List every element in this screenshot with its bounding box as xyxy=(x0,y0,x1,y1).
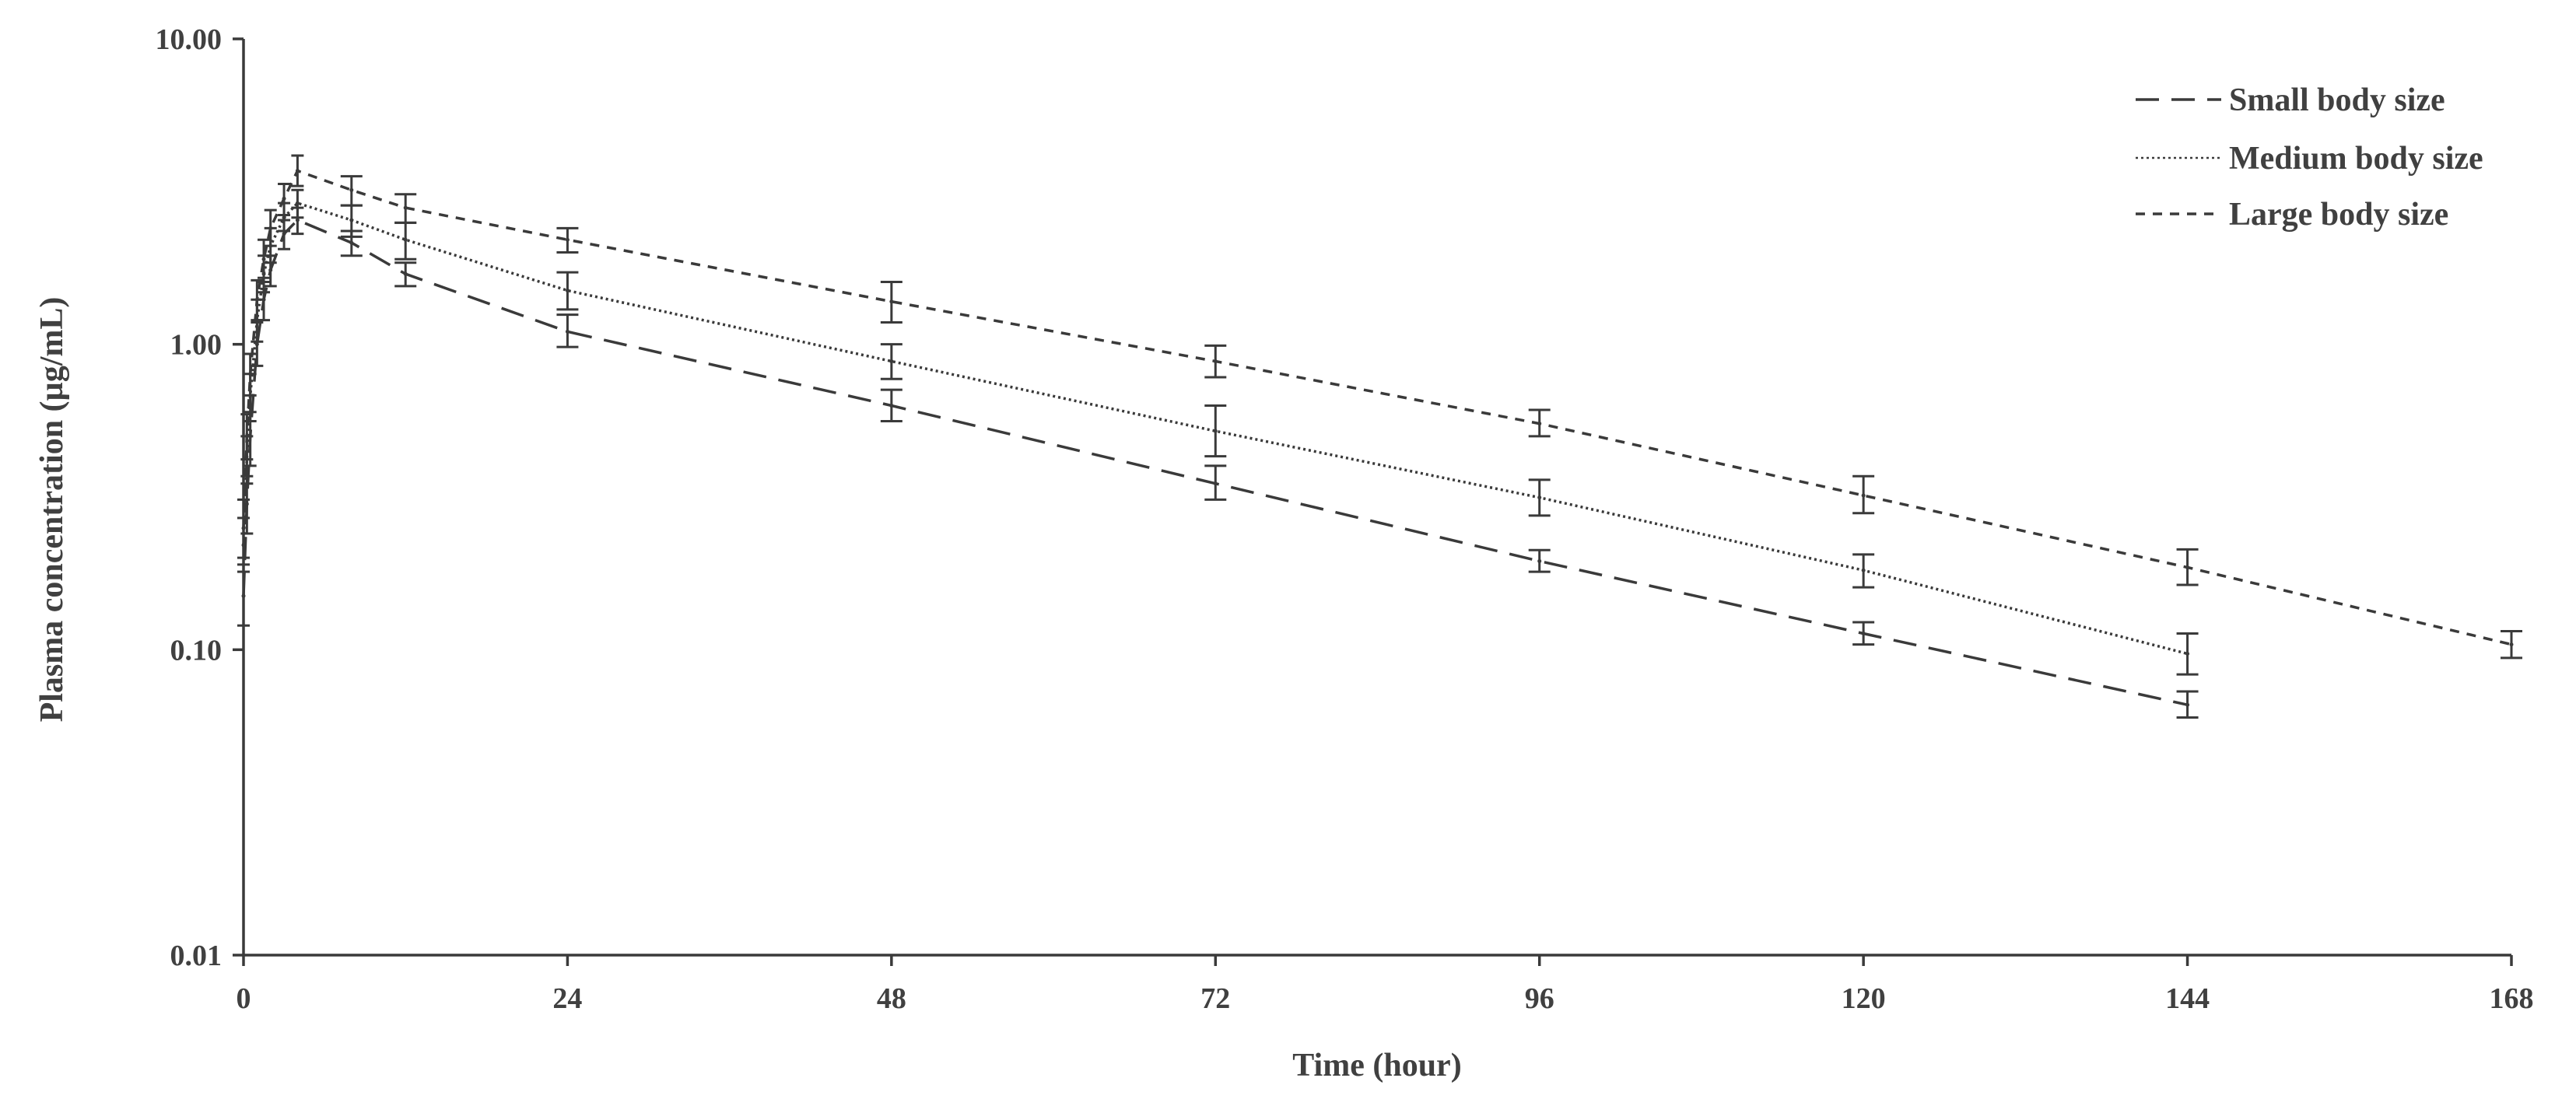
data-point xyxy=(889,299,894,304)
x-axis-title: Time (hour) xyxy=(1292,1048,1461,1083)
data-point xyxy=(349,240,354,245)
data-point xyxy=(1213,359,1218,363)
data-point xyxy=(1537,558,1542,563)
data-point xyxy=(2185,652,2190,656)
data-point xyxy=(1861,493,1866,498)
data-point xyxy=(565,237,570,242)
legend-item: Small body size xyxy=(2136,82,2445,118)
data-point xyxy=(349,218,354,222)
x-axis-ticks: 0 24 48 72 96 120 144 168 xyxy=(237,955,2534,1015)
y-axis-ticks: 0.01 0.10 1.00 10.00 xyxy=(156,23,244,972)
x-tick-label: 48 xyxy=(877,982,906,1015)
x-tick-label: 144 xyxy=(2165,982,2210,1015)
data-point xyxy=(261,257,266,261)
series-layer xyxy=(237,154,2522,719)
data-point xyxy=(1861,631,1866,635)
y-tick-label: 0.10 xyxy=(170,634,223,667)
legend-label: Medium body size xyxy=(2229,141,2483,177)
data-point xyxy=(282,215,286,220)
x-tick-label: 24 xyxy=(552,982,582,1015)
x-tick-label: 0 xyxy=(237,982,251,1015)
series-line xyxy=(242,218,2188,706)
data-point xyxy=(565,329,570,334)
data-point xyxy=(403,237,408,242)
data-point xyxy=(1213,481,1218,486)
data-point xyxy=(349,187,354,192)
legend: Small body size Medium body size Large bod… xyxy=(2136,82,2483,233)
data-point xyxy=(244,434,249,439)
legend-item: Medium body size xyxy=(2136,141,2483,177)
data-point xyxy=(254,297,259,302)
data-point xyxy=(1537,422,1542,426)
y-tick-label: 10.00 xyxy=(156,23,223,56)
data-point xyxy=(889,359,894,363)
data-point xyxy=(403,271,408,276)
series-line xyxy=(242,169,2512,646)
data-point xyxy=(241,526,246,530)
data-point xyxy=(248,372,253,376)
legend-label: Small body size xyxy=(2229,82,2445,118)
data-point xyxy=(565,289,570,293)
data-point xyxy=(2185,702,2190,707)
data-point xyxy=(282,232,286,236)
x-tick-label: 72 xyxy=(1200,982,1230,1015)
data-point xyxy=(241,593,246,598)
x-tick-label: 96 xyxy=(1525,982,1554,1015)
data-point xyxy=(295,218,300,222)
data-point xyxy=(2509,642,2514,647)
data-point xyxy=(1537,495,1542,500)
data-point xyxy=(295,201,300,205)
y-tick-label: 0.01 xyxy=(170,940,223,972)
series-1 xyxy=(237,206,2199,719)
data-point xyxy=(1861,568,1866,572)
data-point xyxy=(282,196,286,201)
series-2 xyxy=(237,188,2199,676)
x-tick-label: 168 xyxy=(2490,982,2534,1015)
data-point xyxy=(1213,429,1218,433)
data-point xyxy=(268,226,273,230)
series-3 xyxy=(237,154,2522,660)
y-axis-title: Plasma concentration (µg/mL) xyxy=(34,297,70,723)
y-tick-label: 1.00 xyxy=(170,329,223,362)
data-point xyxy=(403,205,408,210)
x-tick-label: 120 xyxy=(1842,982,1886,1015)
data-point xyxy=(889,403,894,408)
data-point xyxy=(268,268,273,272)
legend-label: Large body size xyxy=(2229,197,2448,233)
legend-item: Large body size xyxy=(2136,197,2448,233)
data-point xyxy=(2185,565,2190,570)
data-point xyxy=(295,169,300,173)
